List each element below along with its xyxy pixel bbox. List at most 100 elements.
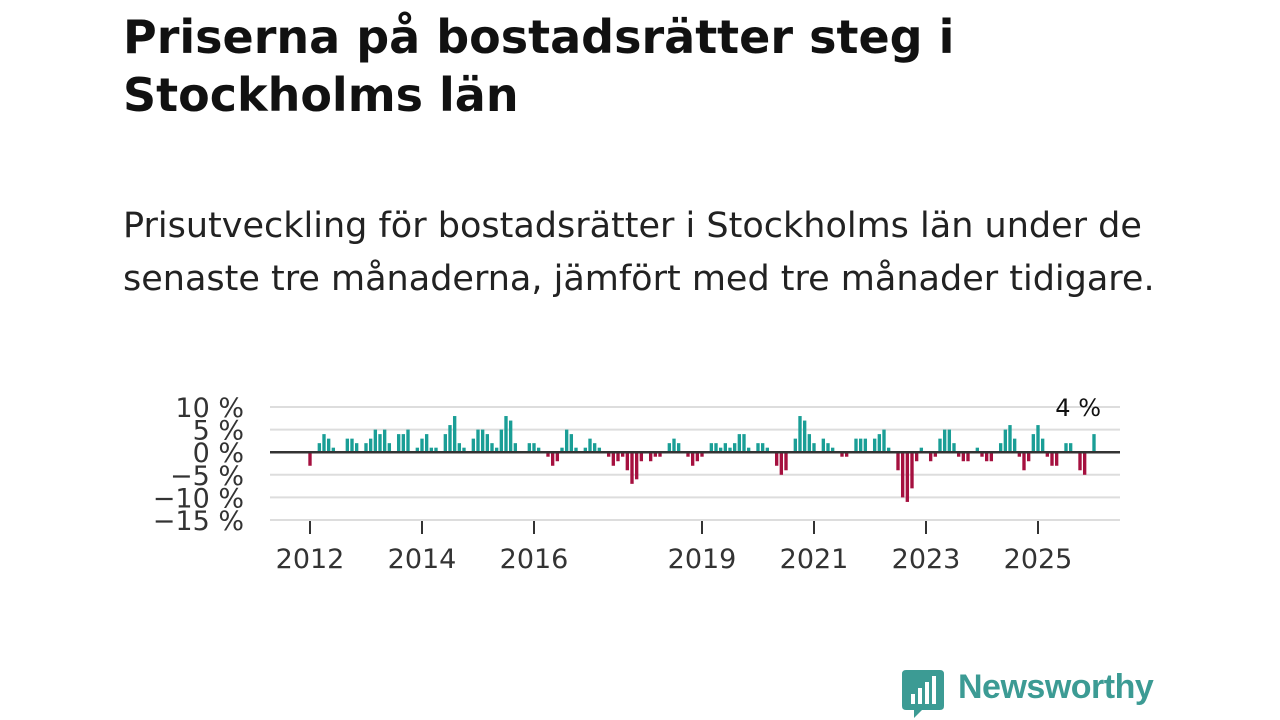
bar [863, 438, 868, 453]
bar [709, 443, 714, 453]
bar [345, 438, 350, 453]
last-value-label: 4 % [1055, 394, 1101, 422]
bar [560, 447, 564, 453]
bar [499, 429, 504, 453]
x-tick-label: 2014 [388, 544, 457, 575]
bar [1078, 452, 1082, 471]
bar [812, 443, 816, 453]
brand-name: Newsworthy [958, 668, 1154, 706]
chart-title: Priserna på bostadsrätter steg i Stockho… [123, 10, 955, 122]
bar [592, 443, 597, 453]
bar [714, 443, 718, 453]
bar [555, 452, 560, 462]
bar [1012, 438, 1017, 453]
bar [588, 438, 592, 453]
bar [1068, 443, 1073, 453]
bar [382, 429, 387, 453]
bar [368, 438, 373, 453]
bar [938, 438, 942, 453]
bar [989, 452, 994, 462]
bar [676, 443, 681, 453]
bar [354, 443, 359, 453]
bar [742, 434, 746, 453]
bar [401, 434, 406, 453]
bar [933, 452, 938, 457]
bar [1017, 452, 1022, 457]
bar [1031, 434, 1036, 453]
bar [947, 429, 952, 453]
bar [910, 452, 914, 489]
bar [471, 438, 476, 453]
bar [793, 438, 798, 453]
bar [695, 452, 700, 462]
bar [900, 452, 905, 498]
bar [956, 452, 961, 457]
bar [424, 434, 429, 453]
bar [508, 420, 513, 453]
bar [513, 443, 518, 453]
bar [490, 443, 494, 453]
bar [700, 452, 704, 457]
bar [331, 447, 336, 453]
bar [667, 443, 672, 453]
bar [396, 434, 401, 453]
bar [1092, 434, 1096, 453]
bar [858, 438, 863, 453]
x-tick-label: 2019 [668, 544, 737, 575]
bar [896, 452, 900, 471]
bar [373, 429, 378, 453]
bar [774, 452, 779, 466]
bar [1045, 452, 1050, 457]
bar [737, 434, 742, 453]
bar [326, 438, 331, 453]
bar [429, 447, 434, 453]
bar [546, 452, 550, 457]
bar [630, 452, 634, 484]
y-tick-label: 0 % [193, 438, 244, 469]
bar [905, 452, 910, 502]
bar [840, 452, 844, 457]
bar [606, 452, 611, 457]
x-tick-label: 2025 [1004, 544, 1073, 575]
newsworthy-logo-icon [902, 670, 944, 718]
bar [480, 429, 485, 453]
bar [1003, 429, 1008, 453]
bar [830, 447, 835, 453]
bar [1064, 443, 1068, 453]
bar [844, 452, 849, 457]
bar [882, 429, 886, 453]
bar [653, 452, 658, 457]
bar [457, 443, 462, 453]
bar [919, 447, 924, 453]
bar [826, 443, 830, 453]
bar [443, 434, 448, 453]
bar [807, 434, 812, 453]
bar [690, 452, 695, 466]
bar [378, 434, 382, 453]
bar [886, 447, 891, 453]
bar [821, 438, 826, 453]
bar [415, 447, 420, 453]
x-tick-label: 2023 [892, 544, 961, 575]
y-tick-label: −10 % [153, 483, 244, 514]
bar [364, 443, 368, 453]
y-tick-label: −15 % [153, 506, 244, 537]
bar [1054, 452, 1059, 466]
bar [1040, 438, 1045, 453]
bar [634, 452, 639, 480]
bar [387, 443, 392, 453]
bar [980, 452, 984, 457]
bar [317, 443, 322, 453]
y-tick-label: 10 % [175, 393, 244, 424]
bar [718, 447, 723, 453]
bar [686, 452, 690, 457]
bar [928, 452, 933, 462]
bar [975, 447, 980, 453]
bar [462, 447, 466, 453]
bar [448, 425, 452, 453]
bar [420, 438, 424, 453]
bar [350, 438, 354, 453]
bar [308, 452, 312, 466]
bar [485, 434, 490, 453]
bar [779, 452, 784, 475]
